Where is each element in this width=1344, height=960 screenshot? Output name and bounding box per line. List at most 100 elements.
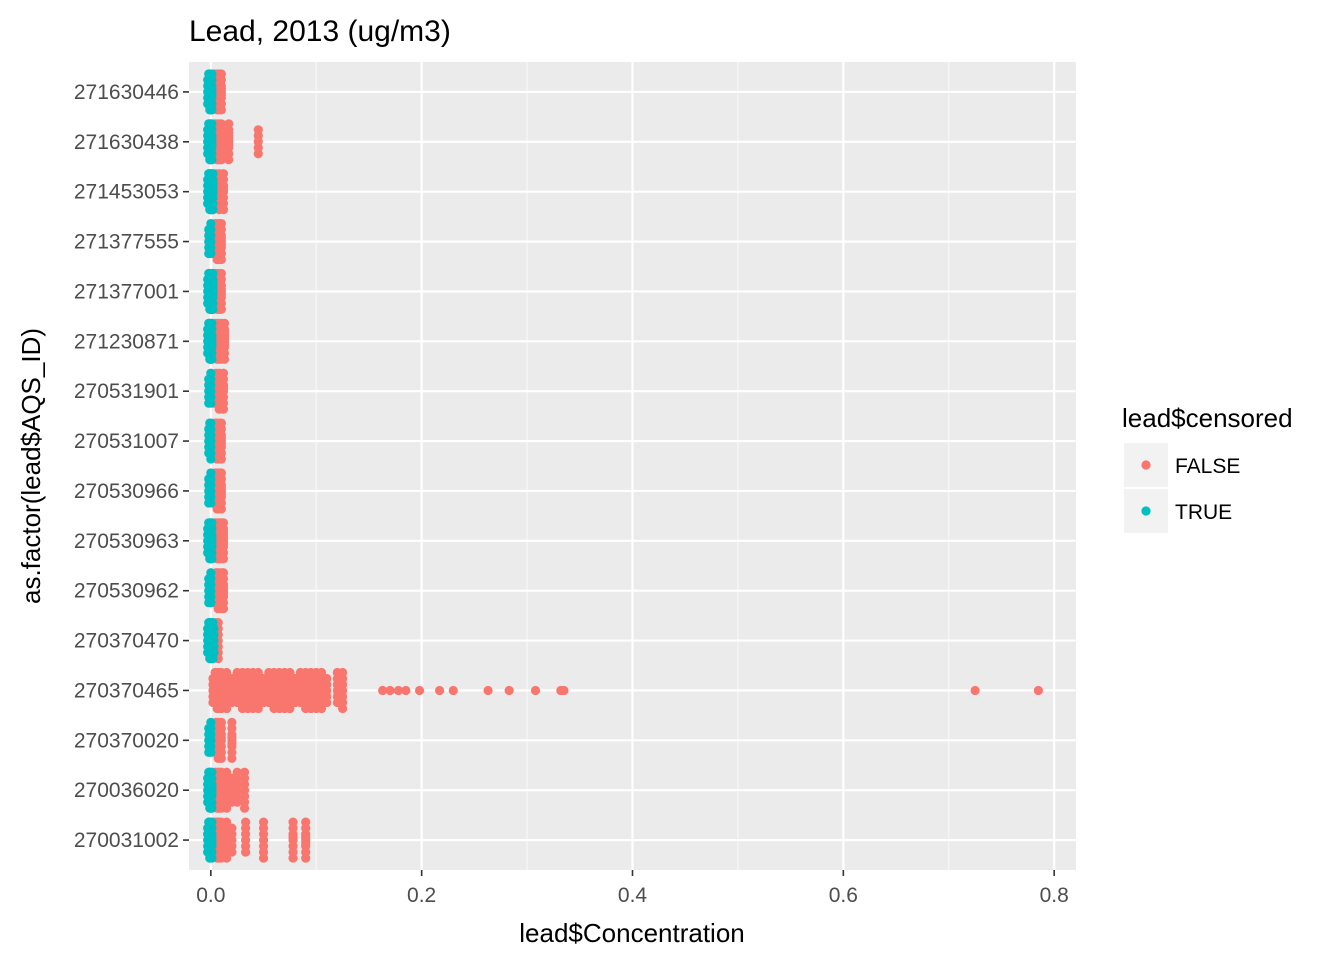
data-point [288, 817, 298, 827]
x-axis: 0.0 0.2 0.4 0.6 0.8 [196, 870, 1069, 907]
data-point [385, 685, 395, 696]
y-tick-label: 270031002 [74, 829, 179, 852]
y-tick-label: 270531007 [74, 430, 179, 453]
data-point [559, 685, 569, 696]
data-point [219, 327, 230, 337]
data-point [216, 90, 226, 100]
data-point [208, 304, 218, 315]
y-tick-label: 270370465 [74, 679, 179, 702]
data-point [504, 685, 514, 696]
y-tick-label: 271377555 [74, 231, 179, 254]
data-point [218, 527, 229, 537]
data-point [222, 803, 232, 813]
y-tick-label: 271630446 [74, 81, 179, 104]
y-tick-label: 271630438 [74, 131, 179, 154]
data-point [258, 817, 269, 827]
data-point [207, 318, 217, 328]
data-point [232, 767, 242, 777]
data-point [227, 717, 237, 727]
x-tick-label: 0.0 [196, 884, 225, 907]
data-point [207, 817, 217, 827]
data-point [206, 717, 216, 727]
data-point [206, 418, 216, 428]
data-point [216, 732, 226, 742]
y-tick-label: 270036020 [74, 779, 179, 802]
data-point [206, 747, 216, 757]
data-point [301, 853, 311, 863]
data-point [218, 184, 229, 194]
data-point [218, 169, 229, 179]
data-point [206, 398, 216, 408]
data-point [209, 647, 219, 658]
data-point [219, 354, 230, 364]
data-point [218, 205, 229, 215]
data-point [218, 554, 229, 564]
data-point [207, 853, 217, 863]
data-point [207, 90, 217, 100]
data-point [208, 205, 218, 215]
data-point [216, 504, 226, 514]
data-point [483, 685, 493, 696]
legend: lead$censored FALSE TRUE [1122, 403, 1293, 533]
data-point [222, 853, 232, 863]
data-point [208, 277, 218, 288]
data-point [448, 685, 458, 696]
data-point [207, 803, 217, 813]
data-point [224, 119, 234, 129]
data-point [253, 703, 263, 714]
data-point [316, 667, 327, 678]
data-point [218, 383, 229, 393]
data-point [206, 598, 216, 608]
data-point [216, 268, 226, 279]
data-point [206, 568, 216, 578]
data-point [301, 838, 311, 848]
data-point [285, 703, 295, 714]
data-point [378, 685, 388, 696]
data-point [207, 339, 217, 349]
data-point [434, 685, 445, 696]
y-tick-label: 270530963 [74, 530, 179, 553]
data-point [530, 685, 541, 696]
data-point [216, 218, 226, 229]
data-point [239, 767, 250, 777]
data-point [216, 717, 226, 727]
data-point [241, 847, 251, 857]
data-point [222, 703, 232, 714]
data-point [207, 354, 217, 364]
y-tick-label: 270370470 [74, 630, 179, 653]
data-point [301, 817, 311, 827]
y-tick-label: 271230871 [74, 330, 179, 353]
data-point [222, 667, 232, 678]
data-point [206, 468, 216, 478]
data-point [219, 339, 230, 349]
data-point [206, 218, 216, 229]
legend-label: TRUE [1175, 501, 1232, 524]
legend-label: FALSE [1175, 455, 1240, 478]
data-point [414, 685, 425, 696]
data-point [207, 554, 217, 564]
data-point [216, 105, 226, 115]
data-point [253, 125, 263, 135]
data-point [227, 823, 237, 833]
data-point [218, 568, 229, 578]
data-point [258, 853, 269, 863]
data-point [253, 667, 263, 678]
data-point [241, 817, 251, 827]
data-point [337, 667, 348, 678]
data-point [218, 604, 229, 614]
data-point [208, 268, 218, 279]
data-point [239, 803, 250, 813]
data-point [208, 289, 218, 300]
legend-title: lead$censored [1122, 403, 1293, 433]
data-point [970, 685, 980, 696]
data-point [222, 817, 232, 827]
x-axis-title: lead$Concentration [519, 918, 745, 948]
data-point [207, 69, 217, 79]
data-point [224, 140, 234, 150]
x-tick-label: 0.4 [618, 884, 648, 907]
data-point [288, 832, 298, 842]
data-point [207, 119, 217, 129]
data-point [207, 767, 217, 777]
data-point [216, 454, 226, 464]
